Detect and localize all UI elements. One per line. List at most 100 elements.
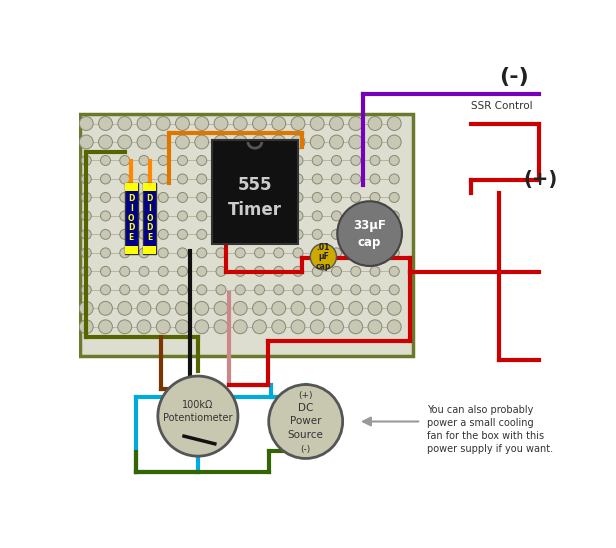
Circle shape [272, 320, 286, 334]
Text: 100kΩ
Potentiometer: 100kΩ Potentiometer [163, 400, 233, 423]
Circle shape [370, 156, 380, 165]
Circle shape [370, 192, 380, 202]
Circle shape [158, 230, 168, 239]
Circle shape [120, 174, 130, 184]
Circle shape [235, 266, 245, 276]
Circle shape [293, 192, 303, 202]
Circle shape [235, 192, 245, 202]
Circle shape [312, 211, 322, 221]
Text: .01
µF
cap: .01 µF cap [316, 243, 331, 271]
Circle shape [274, 230, 284, 239]
Circle shape [254, 174, 264, 184]
Circle shape [158, 156, 168, 165]
Circle shape [79, 301, 93, 315]
Circle shape [216, 156, 226, 165]
Circle shape [312, 174, 322, 184]
Circle shape [177, 156, 187, 165]
Circle shape [312, 156, 322, 165]
Circle shape [79, 135, 93, 149]
Circle shape [233, 320, 247, 334]
Circle shape [370, 266, 380, 276]
Circle shape [233, 135, 247, 149]
Circle shape [293, 230, 303, 239]
Circle shape [274, 285, 284, 295]
Circle shape [197, 192, 207, 202]
Circle shape [216, 192, 226, 202]
Circle shape [197, 156, 207, 165]
Circle shape [370, 248, 380, 258]
Circle shape [351, 266, 361, 276]
Circle shape [312, 192, 322, 202]
Circle shape [81, 174, 91, 184]
Bar [144, 183, 156, 254]
Circle shape [254, 248, 264, 258]
Circle shape [120, 266, 130, 276]
Circle shape [100, 285, 110, 295]
Circle shape [312, 285, 322, 295]
Circle shape [177, 174, 187, 184]
Circle shape [214, 135, 228, 149]
Circle shape [100, 192, 110, 202]
Circle shape [197, 285, 207, 295]
Circle shape [214, 117, 228, 130]
Circle shape [81, 192, 91, 202]
Circle shape [99, 320, 113, 334]
Circle shape [254, 156, 264, 165]
Circle shape [158, 248, 168, 258]
Circle shape [331, 211, 341, 221]
Bar [144, 183, 156, 191]
Text: You can also probably
power a small cooling
fan for the box with this
power supp: You can also probably power a small cool… [427, 404, 553, 454]
Circle shape [331, 266, 341, 276]
Circle shape [370, 211, 380, 221]
Circle shape [389, 211, 399, 221]
Circle shape [312, 266, 322, 276]
Circle shape [368, 117, 382, 130]
Circle shape [330, 301, 344, 315]
Circle shape [81, 285, 91, 295]
Circle shape [351, 230, 361, 239]
Circle shape [120, 192, 130, 202]
Circle shape [79, 117, 93, 130]
Circle shape [389, 174, 399, 184]
Circle shape [351, 248, 361, 258]
Circle shape [349, 135, 363, 149]
Circle shape [269, 385, 342, 459]
Circle shape [177, 230, 187, 239]
Circle shape [291, 117, 305, 130]
Circle shape [330, 320, 344, 334]
Circle shape [351, 174, 361, 184]
Circle shape [100, 248, 110, 258]
Circle shape [176, 301, 190, 315]
Circle shape [389, 285, 399, 295]
Circle shape [100, 266, 110, 276]
Circle shape [349, 117, 363, 130]
Circle shape [368, 135, 382, 149]
Circle shape [253, 135, 267, 149]
Circle shape [389, 192, 399, 202]
Circle shape [368, 320, 382, 334]
Circle shape [387, 320, 401, 334]
Circle shape [79, 320, 93, 334]
Bar [125, 246, 138, 254]
Circle shape [139, 156, 149, 165]
Circle shape [310, 301, 324, 315]
Circle shape [253, 301, 267, 315]
Circle shape [197, 211, 207, 221]
Circle shape [139, 285, 149, 295]
Text: (-): (-) [499, 66, 529, 87]
Circle shape [254, 266, 264, 276]
Circle shape [81, 248, 91, 258]
Circle shape [291, 135, 305, 149]
Circle shape [253, 117, 267, 130]
Circle shape [370, 230, 380, 239]
Circle shape [118, 117, 132, 130]
Circle shape [156, 117, 170, 130]
Circle shape [387, 117, 401, 130]
Circle shape [235, 248, 245, 258]
Circle shape [272, 117, 286, 130]
Circle shape [331, 248, 341, 258]
Circle shape [100, 211, 110, 221]
Circle shape [293, 174, 303, 184]
Circle shape [158, 192, 168, 202]
Circle shape [235, 211, 245, 221]
